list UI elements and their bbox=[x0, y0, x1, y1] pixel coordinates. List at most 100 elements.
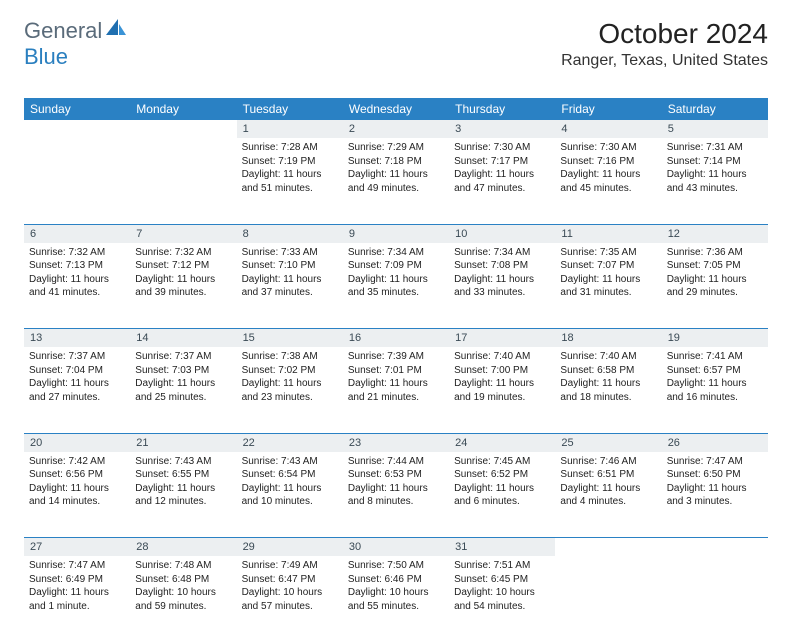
day-header: Tuesday bbox=[237, 98, 343, 120]
sunrise-line: Sunrise: 7:34 AM bbox=[348, 246, 444, 260]
day1-line: Daylight: 11 hours bbox=[348, 168, 444, 182]
sunset-line: Sunset: 6:46 PM bbox=[348, 573, 444, 587]
day2-line: and 1 minute. bbox=[29, 600, 125, 614]
day-cell: Sunrise: 7:31 AMSunset: 7:14 PMDaylight:… bbox=[662, 138, 768, 224]
day2-line: and 54 minutes. bbox=[454, 600, 550, 614]
sunset-line: Sunset: 7:07 PM bbox=[560, 259, 656, 273]
day-header: Friday bbox=[555, 98, 661, 120]
day2-line: and 21 minutes. bbox=[348, 391, 444, 405]
day1-line: Daylight: 11 hours bbox=[348, 377, 444, 391]
day2-line: and 8 minutes. bbox=[348, 495, 444, 509]
logo-sail-icon bbox=[104, 17, 128, 42]
day-cell: Sunrise: 7:43 AMSunset: 6:54 PMDaylight:… bbox=[237, 452, 343, 538]
calendar-table: Sunday Monday Tuesday Wednesday Thursday… bbox=[24, 98, 768, 642]
day-number-cell: 10 bbox=[449, 224, 555, 243]
day1-line: Daylight: 11 hours bbox=[454, 273, 550, 287]
day1-line: Daylight: 11 hours bbox=[135, 377, 231, 391]
day2-line: and 16 minutes. bbox=[667, 391, 763, 405]
sunset-line: Sunset: 7:13 PM bbox=[29, 259, 125, 273]
day1-line: Daylight: 11 hours bbox=[242, 377, 338, 391]
sunset-line: Sunset: 7:14 PM bbox=[667, 155, 763, 169]
day1-line: Daylight: 11 hours bbox=[454, 377, 550, 391]
sunset-line: Sunset: 6:49 PM bbox=[29, 573, 125, 587]
day1-line: Daylight: 11 hours bbox=[242, 168, 338, 182]
day-cell: Sunrise: 7:43 AMSunset: 6:55 PMDaylight:… bbox=[130, 452, 236, 538]
sunset-line: Sunset: 6:48 PM bbox=[135, 573, 231, 587]
week-row: Sunrise: 7:37 AMSunset: 7:04 PMDaylight:… bbox=[24, 347, 768, 433]
day2-line: and 14 minutes. bbox=[29, 495, 125, 509]
day2-line: and 59 minutes. bbox=[135, 600, 231, 614]
sunrise-line: Sunrise: 7:35 AM bbox=[560, 246, 656, 260]
day-number-cell: 1 bbox=[237, 120, 343, 138]
day1-line: Daylight: 11 hours bbox=[242, 482, 338, 496]
day2-line: and 41 minutes. bbox=[29, 286, 125, 300]
day-number-cell bbox=[24, 120, 130, 138]
day-number-row: 6789101112 bbox=[24, 224, 768, 243]
sunset-line: Sunset: 6:52 PM bbox=[454, 468, 550, 482]
day-number-cell: 23 bbox=[343, 433, 449, 452]
day-number-cell: 22 bbox=[237, 433, 343, 452]
day-cell: Sunrise: 7:34 AMSunset: 7:08 PMDaylight:… bbox=[449, 243, 555, 329]
day1-line: Daylight: 11 hours bbox=[348, 273, 444, 287]
day1-line: Daylight: 11 hours bbox=[135, 482, 231, 496]
day-cell: Sunrise: 7:51 AMSunset: 6:45 PMDaylight:… bbox=[449, 556, 555, 642]
sunrise-line: Sunrise: 7:37 AM bbox=[29, 350, 125, 364]
sunset-line: Sunset: 7:12 PM bbox=[135, 259, 231, 273]
day1-line: Daylight: 11 hours bbox=[29, 273, 125, 287]
day-cell: Sunrise: 7:34 AMSunset: 7:09 PMDaylight:… bbox=[343, 243, 449, 329]
sunset-line: Sunset: 7:01 PM bbox=[348, 364, 444, 378]
day-cell bbox=[662, 556, 768, 642]
day-cell: Sunrise: 7:35 AMSunset: 7:07 PMDaylight:… bbox=[555, 243, 661, 329]
sunrise-line: Sunrise: 7:30 AM bbox=[454, 141, 550, 155]
day-number-cell: 3 bbox=[449, 120, 555, 138]
day1-line: Daylight: 11 hours bbox=[560, 273, 656, 287]
sunset-line: Sunset: 7:03 PM bbox=[135, 364, 231, 378]
logo-text-general: General bbox=[24, 18, 102, 44]
day1-line: Daylight: 10 hours bbox=[348, 586, 444, 600]
day-header: Sunday bbox=[24, 98, 130, 120]
day-cell: Sunrise: 7:49 AMSunset: 6:47 PMDaylight:… bbox=[237, 556, 343, 642]
day2-line: and 4 minutes. bbox=[560, 495, 656, 509]
sunrise-line: Sunrise: 7:50 AM bbox=[348, 559, 444, 573]
day2-line: and 37 minutes. bbox=[242, 286, 338, 300]
day-number-cell: 9 bbox=[343, 224, 449, 243]
day-cell: Sunrise: 7:47 AMSunset: 6:50 PMDaylight:… bbox=[662, 452, 768, 538]
day-number-row: 12345 bbox=[24, 120, 768, 138]
day-number-cell: 4 bbox=[555, 120, 661, 138]
sunrise-line: Sunrise: 7:40 AM bbox=[560, 350, 656, 364]
day-number-cell: 14 bbox=[130, 329, 236, 348]
day-number-cell: 29 bbox=[237, 538, 343, 557]
day1-line: Daylight: 10 hours bbox=[135, 586, 231, 600]
day-cell: Sunrise: 7:37 AMSunset: 7:03 PMDaylight:… bbox=[130, 347, 236, 433]
day2-line: and 55 minutes. bbox=[348, 600, 444, 614]
sunset-line: Sunset: 7:10 PM bbox=[242, 259, 338, 273]
day-cell: Sunrise: 7:46 AMSunset: 6:51 PMDaylight:… bbox=[555, 452, 661, 538]
sunrise-line: Sunrise: 7:37 AM bbox=[135, 350, 231, 364]
day2-line: and 57 minutes. bbox=[242, 600, 338, 614]
sunrise-line: Sunrise: 7:30 AM bbox=[560, 141, 656, 155]
sunrise-line: Sunrise: 7:32 AM bbox=[29, 246, 125, 260]
sunrise-line: Sunrise: 7:41 AM bbox=[667, 350, 763, 364]
sunset-line: Sunset: 7:19 PM bbox=[242, 155, 338, 169]
sunset-line: Sunset: 6:54 PM bbox=[242, 468, 338, 482]
sunset-line: Sunset: 6:47 PM bbox=[242, 573, 338, 587]
sunset-line: Sunset: 7:02 PM bbox=[242, 364, 338, 378]
day-cell: Sunrise: 7:37 AMSunset: 7:04 PMDaylight:… bbox=[24, 347, 130, 433]
day-cell: Sunrise: 7:45 AMSunset: 6:52 PMDaylight:… bbox=[449, 452, 555, 538]
sunrise-line: Sunrise: 7:51 AM bbox=[454, 559, 550, 573]
day-cell: Sunrise: 7:30 AMSunset: 7:17 PMDaylight:… bbox=[449, 138, 555, 224]
sunset-line: Sunset: 7:00 PM bbox=[454, 364, 550, 378]
day2-line: and 19 minutes. bbox=[454, 391, 550, 405]
week-row: Sunrise: 7:28 AMSunset: 7:19 PMDaylight:… bbox=[24, 138, 768, 224]
day-cell bbox=[24, 138, 130, 224]
day-number-cell: 25 bbox=[555, 433, 661, 452]
day2-line: and 33 minutes. bbox=[454, 286, 550, 300]
day-cell: Sunrise: 7:42 AMSunset: 6:56 PMDaylight:… bbox=[24, 452, 130, 538]
sunset-line: Sunset: 6:56 PM bbox=[29, 468, 125, 482]
title-block: October 2024 Ranger, Texas, United State… bbox=[561, 18, 768, 70]
day-number-cell bbox=[555, 538, 661, 557]
day1-line: Daylight: 10 hours bbox=[454, 586, 550, 600]
day1-line: Daylight: 11 hours bbox=[29, 377, 125, 391]
day2-line: and 23 minutes. bbox=[242, 391, 338, 405]
sunset-line: Sunset: 7:17 PM bbox=[454, 155, 550, 169]
